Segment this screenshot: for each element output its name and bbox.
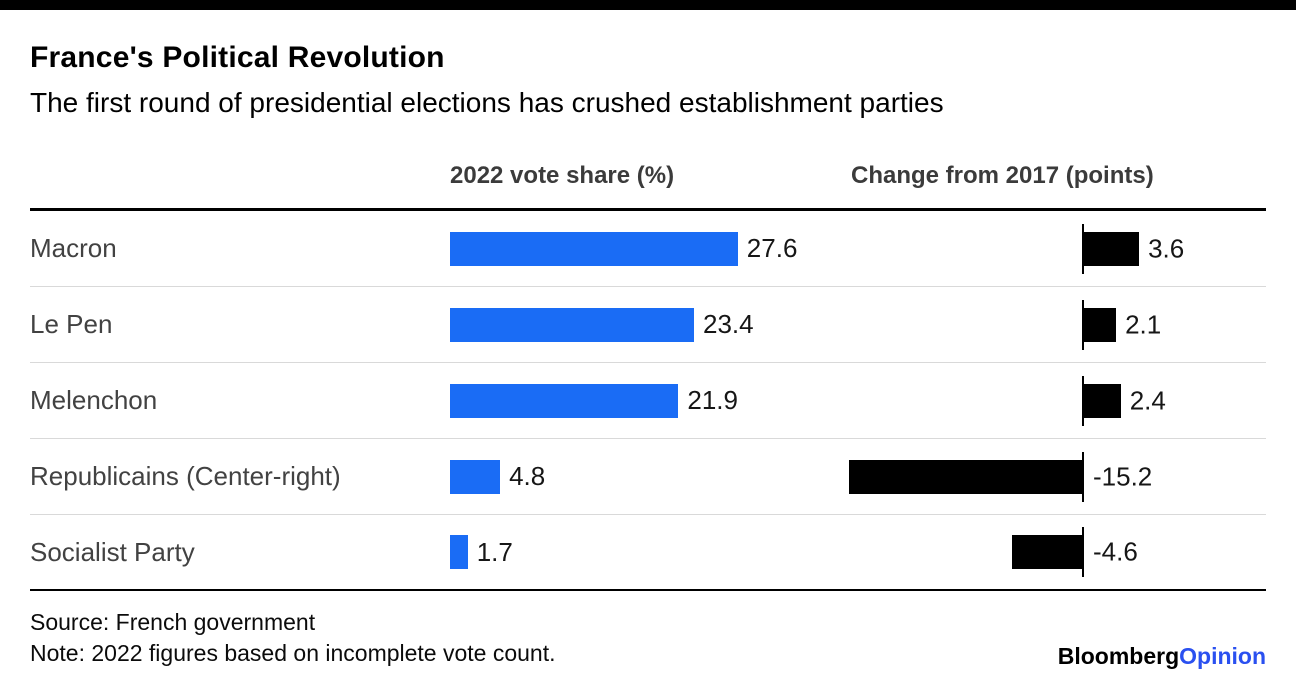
vote-bar	[450, 383, 679, 418]
change-bar	[849, 459, 1082, 494]
chart-rows: Macron 27.6 3.6 Le Pen 23.4 2.1 Melenchon 21.9 2…	[30, 211, 1266, 592]
table-row: Le Pen 23.4 2.1	[30, 287, 1266, 364]
change-value-label: 3.6	[1148, 233, 1185, 264]
chart-footer: Source: French government Note: 2022 fig…	[30, 607, 1266, 669]
page-title: France's Political Revolution	[30, 41, 445, 74]
axis-baseline	[1082, 451, 1084, 502]
table-row: Republicains (Center-right) 4.8 -15.2	[30, 439, 1266, 516]
axis-baseline	[1082, 375, 1084, 426]
table-row: Melenchon 21.9 2.4	[30, 363, 1266, 440]
vote-bar-cell: 23.4	[450, 287, 840, 362]
vote-value-label: 27.6	[746, 233, 798, 264]
vote-bar	[450, 307, 694, 342]
row-label: Socialist Party	[30, 536, 195, 567]
vote-bar	[450, 231, 738, 266]
table-row: Macron 27.6 3.6	[30, 211, 1266, 288]
vote-bar-cell: 21.9	[450, 363, 840, 438]
chart-page: France's Political Revolution The first …	[0, 40, 1296, 669]
change-bar-cell: 2.4	[840, 363, 1266, 438]
table-row: Socialist Party 1.7 -4.6	[30, 515, 1266, 592]
change-bar	[1011, 535, 1082, 570]
logo-bloomberg-text: Bloomberg	[1057, 643, 1180, 670]
change-value-label: 2.4	[1129, 385, 1166, 416]
change-bar	[1084, 383, 1121, 418]
footnotes: Source: French government Note: 2022 fig…	[30, 607, 556, 669]
change-value-label: -15.2	[1093, 461, 1153, 492]
chart-column-headers: 2022 vote share (%) Change from 2017 (po…	[30, 162, 1266, 212]
axis-baseline	[1082, 527, 1084, 578]
change-value-label: 2.1	[1125, 309, 1162, 340]
top-accent-bar	[0, 0, 1296, 10]
change-value-label: -4.6	[1093, 536, 1138, 567]
change-bar-cell: -15.2	[840, 439, 1266, 514]
column-header-empty	[30, 162, 450, 191]
change-bar-cell: 2.1	[840, 287, 1266, 362]
page-subtitle: The first round of presidential election…	[30, 87, 944, 118]
source-text: Source: French government	[30, 609, 316, 636]
axis-baseline	[1082, 299, 1084, 350]
change-bar	[1084, 307, 1117, 342]
row-label: Macron	[30, 233, 117, 264]
row-label: Le Pen	[30, 309, 113, 340]
axis-baseline	[1082, 223, 1084, 274]
change-bar-cell: -4.6	[840, 515, 1266, 589]
column-header-change: Change from 2017 (points)	[851, 161, 1154, 189]
vote-bar-cell: 1.7	[450, 515, 840, 589]
vote-value-label: 23.4	[703, 309, 754, 340]
row-label: Melenchon	[30, 385, 158, 416]
logo-opinion-text: Opinion	[1179, 643, 1266, 670]
vote-bar	[450, 459, 501, 494]
vote-value-label: 4.8	[509, 461, 546, 492]
bloomberg-opinion-logo: BloombergOpinion	[1058, 644, 1266, 669]
row-label: Republicains (Center-right)	[30, 461, 341, 492]
vote-bar	[450, 535, 468, 570]
note-text: Note: 2022 figures based on incomplete v…	[30, 640, 556, 667]
change-bar	[1084, 231, 1140, 266]
vote-bar-cell: 4.8	[450, 439, 840, 514]
column-header-vote-share: 2022 vote share (%)	[450, 161, 675, 189]
change-bar-cell: 3.6	[840, 211, 1266, 286]
vote-value-label: 21.9	[687, 385, 738, 416]
vote-bar-cell: 27.6	[450, 211, 840, 286]
vote-value-label: 1.7	[476, 536, 513, 567]
